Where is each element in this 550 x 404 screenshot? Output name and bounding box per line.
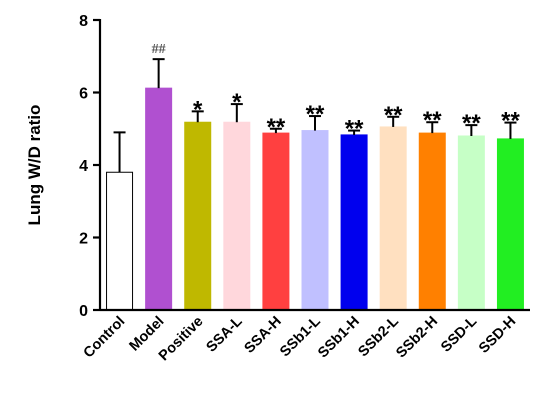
significance-ssb2-l: ** (384, 102, 403, 129)
bar-ssd-l (457, 135, 485, 311)
bar-control (106, 171, 134, 311)
bar-positive (184, 121, 212, 311)
bar-ssb1-h (340, 134, 368, 311)
significance-ssb1-h: ** (345, 116, 364, 143)
bar-model (145, 87, 173, 311)
x-tick-label: SSb1-H (315, 314, 363, 362)
x-tick-label: Control (81, 314, 129, 362)
significance-ssa-l: * (232, 89, 242, 116)
x-tick-label: SSD-H (476, 314, 519, 357)
x-tick-label: SSD-L (438, 313, 480, 355)
bar-ssa-l (223, 121, 251, 311)
bars-group: ##* *** ****** ** ** ** (100, 42, 530, 312)
y-tick-label: 8 (79, 13, 88, 30)
y-axis-label: Lung W/D ratio (25, 105, 44, 226)
y-axis: 0 2 4 6 8 (79, 13, 102, 320)
significance-ssb2-h: ** (423, 107, 442, 134)
significance-ssd-l: ** (462, 110, 481, 137)
significance-ssa-h: ** (267, 114, 286, 141)
y-tick-label: 4 (79, 158, 88, 175)
x-tick-label: SSA-L (204, 313, 246, 355)
significance-positive: * (193, 96, 203, 123)
significance-ssd-h: ** (501, 108, 520, 135)
bar-ssa-h (262, 132, 290, 311)
significance-ssb1-l: ** (306, 101, 325, 128)
x-axis-labels: ControlModelPositiveSSA-LSSA-HSSb1-LSSb1… (81, 313, 520, 364)
bar-ssd-h (496, 138, 524, 311)
significance-model: ## (152, 42, 166, 57)
bar-ssb2-h (418, 132, 446, 311)
y-tick-label: 2 (79, 231, 88, 248)
bar-ssb2-l (379, 126, 407, 311)
y-tick-label: 6 (79, 86, 88, 103)
bar-ssb1-l (301, 130, 329, 311)
x-tick-label: SSb2-H (393, 314, 441, 362)
y-tick-label: 0 (79, 303, 88, 320)
